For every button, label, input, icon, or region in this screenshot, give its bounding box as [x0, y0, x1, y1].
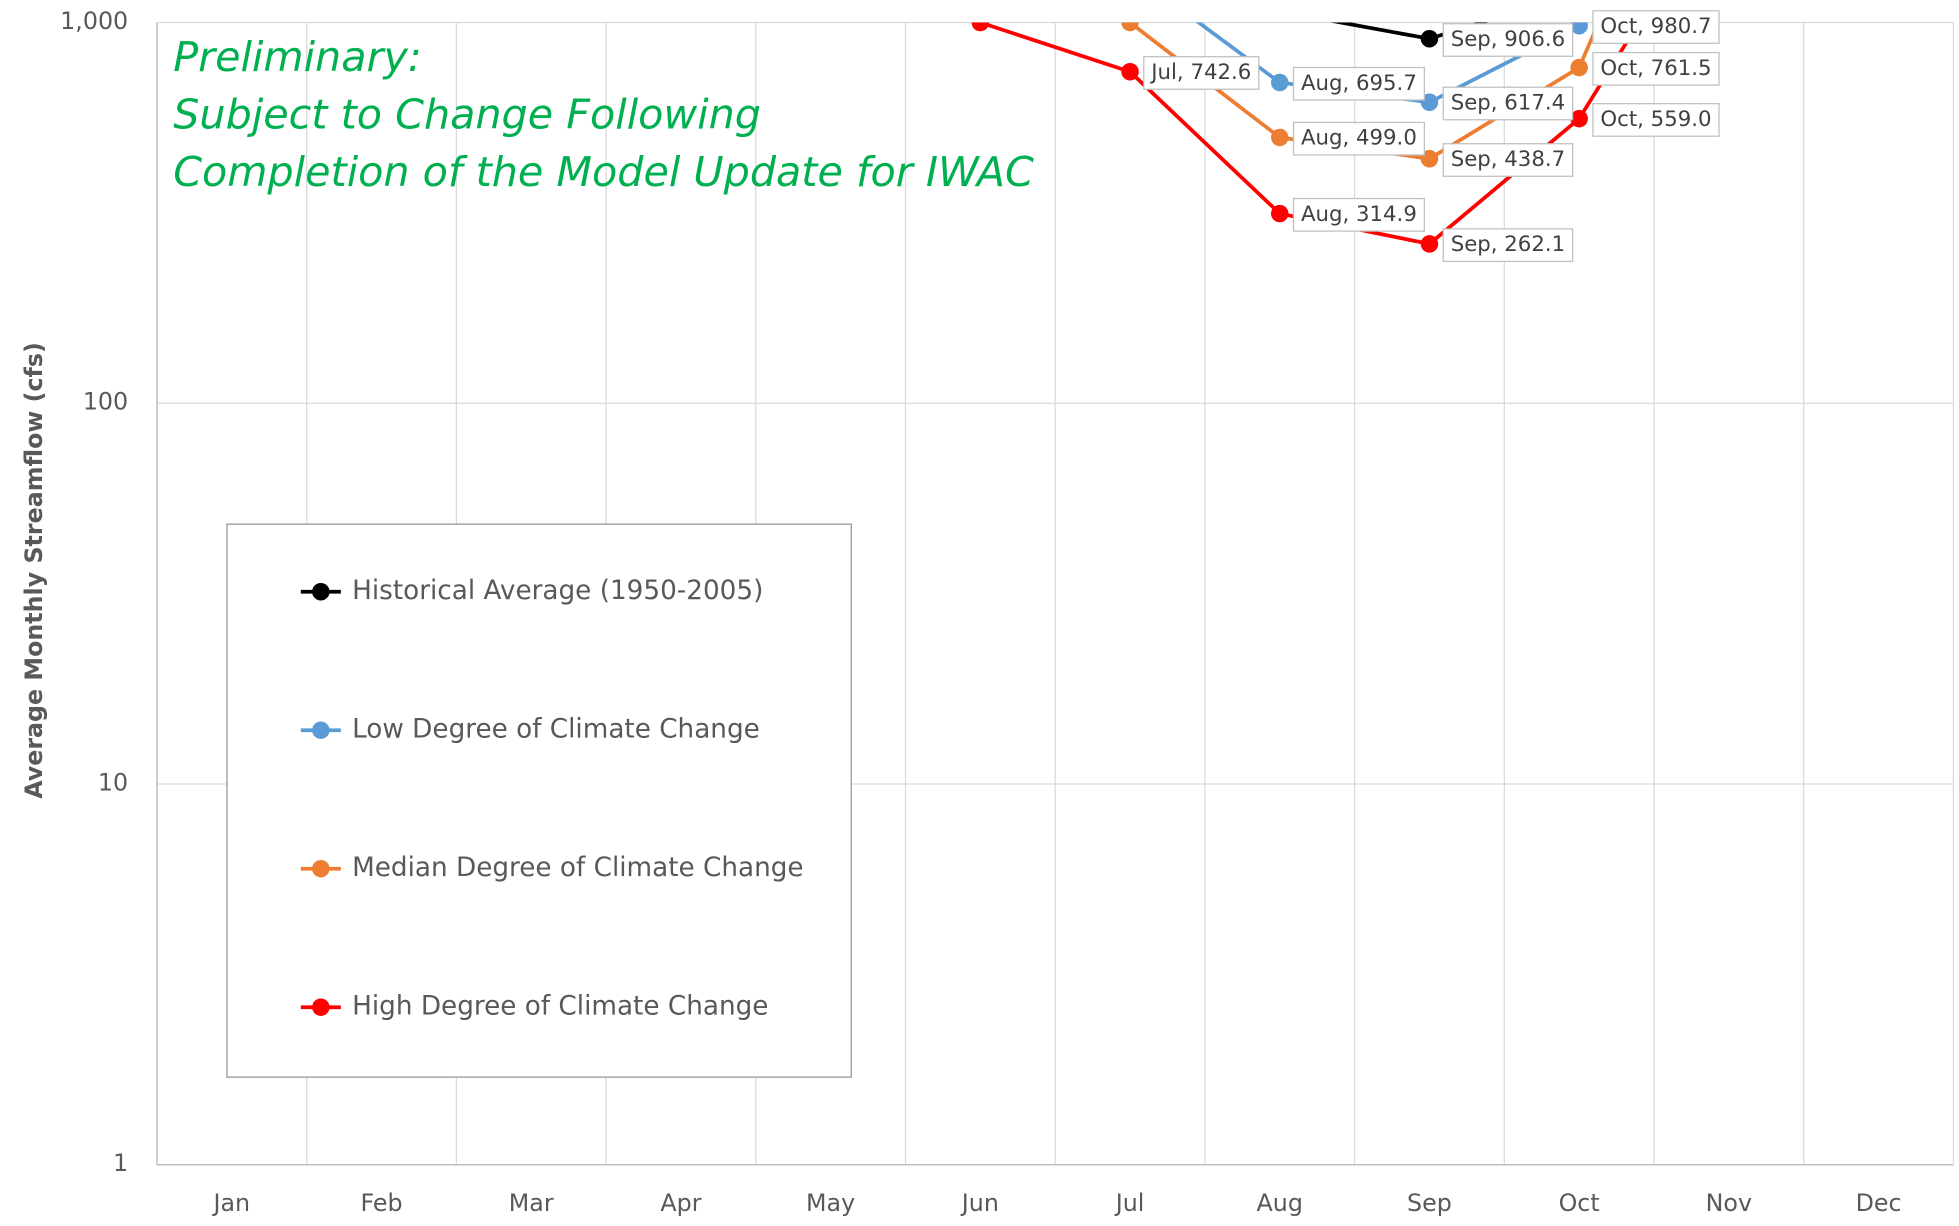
note: Completion of the Model Update for IWAC [173, 148, 1034, 196]
marker [1420, 29, 1439, 48]
data-label-box [1442, 86, 1574, 121]
data-label-box [1292, 121, 1425, 156]
legend-label: Historical Average (1950-2005) [352, 576, 763, 606]
data-label: Sep, 617.4 [1451, 91, 1565, 116]
legend-marker [312, 859, 330, 878]
marker [1570, 0, 1588, 1]
legend: Historical Average (1950-2005) Low Degree… [300, 576, 804, 1022]
x-tick-label: Jul [1114, 1189, 1145, 1217]
y-tick-label: 1 [113, 1149, 128, 1177]
marker [1570, 22, 1588, 35]
y-tick-label: 1,000 [60, 7, 128, 35]
data-label: Aug, 499.0 [1301, 126, 1417, 151]
legend-marker [312, 721, 330, 739]
data-label-box [1292, 197, 1425, 232]
x-tick-label: Jun [960, 1189, 999, 1217]
marker [1121, 22, 1139, 32]
data-label: Sep, 438.7 [1451, 147, 1565, 172]
legend-label: Median Degree of Climate Change [352, 853, 803, 883]
marker [1570, 109, 1588, 128]
x-tick-label: Apr [660, 1189, 701, 1217]
legend-marker [312, 998, 330, 1016]
marker [1420, 149, 1439, 168]
y-tick-label: 10 [98, 768, 128, 796]
data-label: Oct, 761.5 [1600, 56, 1711, 81]
data-label-box [1442, 228, 1574, 263]
y-axis-label: Average Monthly Streamflow (cfs) [20, 342, 48, 799]
data-label-box [1592, 10, 1720, 44]
data-label: Sep, 262.1 [1451, 232, 1565, 257]
legend-marker [312, 582, 330, 601]
data-label: Sep, 906.6 [1451, 27, 1565, 52]
data-label-box [1442, 23, 1574, 57]
marker [1270, 128, 1289, 147]
legend-label: High Degree of Climate Change [352, 992, 768, 1022]
note: Subject to Change Following [173, 91, 761, 139]
marker [1420, 235, 1439, 253]
marker [1270, 204, 1289, 223]
y-tick-label: 100 [83, 388, 128, 416]
data-label-box [1592, 51, 1720, 86]
x-tick-label: Aug [1257, 1189, 1303, 1217]
marker [1420, 93, 1439, 112]
marker [971, 22, 990, 32]
x-tick-label: Feb [360, 1189, 402, 1217]
data-label-box [1143, 56, 1260, 90]
marker [1121, 62, 1139, 81]
x-tick-label: Sep [1407, 1189, 1452, 1217]
marker [1270, 73, 1289, 92]
legend-label: Low Degree of Climate Change [352, 715, 760, 745]
x-tick-label: Jan [211, 1189, 250, 1217]
data-label-box [1592, 103, 1720, 137]
data-label: Aug, 314.9 [1301, 202, 1417, 227]
marker [1271, 3, 1289, 21]
data-label-box [1442, 143, 1574, 177]
x-tick-label: May [806, 1189, 855, 1217]
data-label: Jul, 742.6 [1149, 60, 1251, 85]
data-label: Oct, 559.0 [1600, 107, 1711, 132]
data-label-box [1292, 66, 1425, 101]
data-labels: Sep, 906.6 Aug, 695.7 Sep, 617.4 Oct, 980.7… [1143, 10, 1720, 263]
x-tick-label: Nov [1706, 1189, 1752, 1217]
note: Preliminary: [173, 33, 422, 81]
x-tick-label: Oct [1559, 1189, 1600, 1217]
x-tick-label: Dec [1856, 1189, 1902, 1217]
data-label: Aug, 695.7 [1301, 71, 1417, 96]
marker [1570, 58, 1588, 77]
data-label: Oct, 980.7 [1600, 14, 1711, 39]
x-tick-label: Mar [509, 1189, 554, 1217]
legend-box [226, 523, 853, 1078]
